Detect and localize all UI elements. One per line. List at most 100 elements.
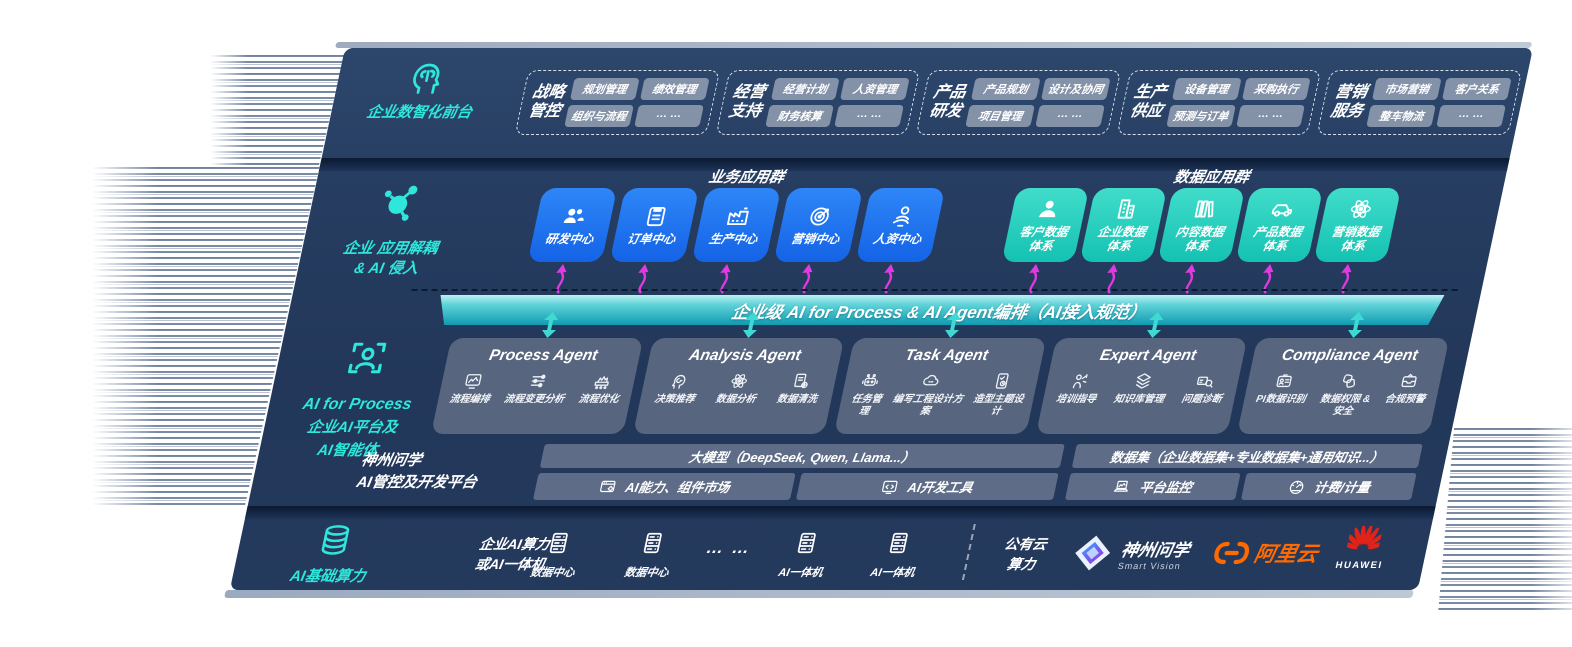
billing-metering: 计费/计量: [1240, 473, 1417, 500]
orchestration-bar-text: 企业级 AI for Process & AI Agent编排（AI接入规范）: [729, 302, 1149, 322]
double-arrow-icon: [743, 312, 760, 338]
chip: … …: [1035, 105, 1105, 127]
checklist-icon: [990, 371, 1014, 391]
laptop-chart-icon: [1111, 478, 1133, 496]
business-group-header: 业务应用群: [707, 169, 786, 186]
car-icon: [1267, 196, 1299, 222]
front-office-side-label: 企业数智化前台: [337, 54, 512, 123]
agent-cards: Process Agent 流程编排 流程变更分析 流程优化 Analysis …: [430, 312, 1450, 434]
chip: 设备管理: [1171, 78, 1242, 100]
process-agent-card: Process Agent 流程编排 流程变更分析 流程优化: [430, 312, 643, 434]
orchestration-bar: 企业级 AI for Process & AI Agent编排（AI接入规范）: [434, 295, 1444, 325]
code-tool-icon: [879, 478, 901, 496]
chip: … …: [1436, 105, 1506, 127]
application-layer: 企业 应用解耦 & AI 侵入 业务应用群 数据应用群 研发中心 订单中心 生产中…: [293, 168, 1508, 294]
box-hr-center: 人资中心: [855, 188, 946, 262]
decor-stripes-left-top: [210, 55, 344, 167]
books-icon: [1189, 196, 1221, 222]
box-product-data: 产品数据 体系: [1235, 188, 1324, 262]
task-agent-card: Task Agent 任务管理 编写工程设计方案 造型主题设计: [834, 312, 1047, 434]
people-icon: [887, 203, 919, 229]
magenta-arrow-icon: [1341, 264, 1352, 294]
group-marketing: 营销 服务 市场营销 客户关系 整车物流 … …: [1316, 70, 1523, 135]
group-operation: 经营 支持 经营计划 人资管理 财务核算 … …: [715, 70, 921, 135]
flow-sliders-icon: [526, 371, 550, 391]
cloud-gear-icon: [920, 371, 944, 391]
szwx-diamond-icon: [1075, 535, 1111, 571]
screen-wave-icon: [461, 371, 485, 391]
brain-icon: [400, 54, 453, 98]
box-rd-center: 研发中心: [527, 188, 618, 262]
analysis-agent-card: Analysis Agent 决策推荐 数据分析 数据清洗: [632, 312, 845, 434]
diagnose-icon: [1194, 371, 1218, 391]
node-datacenter-1: 数据中心: [508, 530, 605, 580]
chip: 绩效管理: [639, 78, 710, 100]
server-icon: [637, 530, 669, 556]
vertical-dashed-divider: [961, 524, 976, 580]
dataset-bar: 数据集（企业数据集+专业数据集+通用知识...）: [1071, 444, 1423, 468]
server-icon: [883, 530, 915, 556]
box-enterprise-data: 企业数据 体系: [1079, 188, 1168, 262]
platform-side-label: 神州问学 AI管控及开发平台: [354, 451, 479, 492]
chip: 规划管理: [569, 78, 640, 100]
chip: … …: [1235, 105, 1306, 127]
box-customer-data: 客户数据 体系: [1001, 188, 1090, 262]
molecule-icon: [374, 180, 427, 224]
id-card-icon: [1273, 371, 1297, 391]
double-arrow-icon: [945, 312, 962, 338]
server-icon: [543, 530, 575, 556]
chip: … …: [634, 105, 704, 127]
atom-icon: [1345, 196, 1377, 222]
ai-platform-layer: AI for Process 企业AI平台及 AI智能体 Process Age…: [248, 312, 1474, 506]
factory-icon: [723, 203, 755, 229]
chip: 财务核算: [764, 105, 835, 127]
permissions-icon: [1337, 371, 1361, 391]
app-layer-side-label: 企业 应用解耦 & AI 侵入: [304, 180, 485, 280]
chip: 组织与流程: [564, 105, 634, 127]
clipboard-icon: [641, 203, 673, 229]
building-icon: [1111, 196, 1143, 222]
public-cloud-label: 公有云 算力: [1002, 536, 1049, 573]
magenta-arrow-icon: [638, 264, 649, 294]
huawei-flower-icon: [1341, 524, 1386, 550]
layer-separator: [244, 506, 1436, 519]
chip: … …: [834, 105, 905, 127]
front-office-groups: 战略 管控 规划管理 绩效管理 组织与流程 … … 经营 支持 经营计划 人资管理 …: [514, 70, 1523, 135]
app-gear-icon: [597, 478, 619, 496]
ai-capability-market: AI能力、组件市场: [532, 473, 796, 500]
chip: 市场营销: [1372, 78, 1442, 100]
double-arrow-icon: [1348, 312, 1365, 338]
magenta-arrow-icon: [556, 264, 567, 294]
infra-side-label: AI基础算力: [261, 522, 405, 586]
server-icon: [791, 530, 823, 556]
chip: 设计及协同: [1040, 78, 1111, 100]
model-bar: 大模型（DeepSeek, Qwen, Llama...）: [539, 444, 1065, 468]
conveyor-icon: [590, 371, 614, 391]
focus-person-icon: [340, 336, 393, 380]
szwx-logo: 神州问学 Smart Vision: [1070, 534, 1193, 572]
magenta-arrow-icon: [1263, 264, 1274, 294]
front-office-layer: 企业数智化前台 战略 管控 规划管理 绩效管理 组织与流程 … … 经营 支持 经营…: [322, 54, 1532, 158]
robot-icon: [858, 371, 882, 391]
data-group-header: 数据应用群: [1172, 169, 1251, 186]
compliance-agent-card: Compliance Agent PI数据识别 数据权限 & 安全 合规预警: [1237, 312, 1450, 434]
magenta-arrow-icon: [720, 264, 731, 294]
platform-monitoring: 平台监控: [1064, 473, 1241, 500]
aliyun-logo: 阿里云: [1210, 538, 1320, 568]
aliyun-brackets-icon: [1214, 541, 1250, 565]
box-production-center: 生产中心: [691, 188, 782, 262]
ai-dev-tools: AI开发工具: [795, 473, 1059, 500]
box-order-center: 订单中心: [609, 188, 700, 262]
expert-agent-card: Expert Agent 培训指导 知识库管理 问题诊断: [1035, 312, 1248, 434]
chip: 预测与订单: [1166, 105, 1236, 127]
chip: 产品规划: [971, 78, 1041, 100]
group-supply: 生产 供应 设备管理 采购执行 预测与订单 … …: [1116, 70, 1322, 135]
node-ai-appliance-1: AI一体机: [756, 530, 853, 580]
chip: 整车物流: [1366, 105, 1437, 127]
decor-stripes-right-bottom: [1438, 428, 1572, 614]
double-arrow-icon: [1146, 312, 1163, 338]
chip: 客户关系: [1442, 78, 1512, 100]
box-content-data: 内容数据 体系: [1157, 188, 1246, 262]
mentor-icon: [1068, 371, 1092, 391]
